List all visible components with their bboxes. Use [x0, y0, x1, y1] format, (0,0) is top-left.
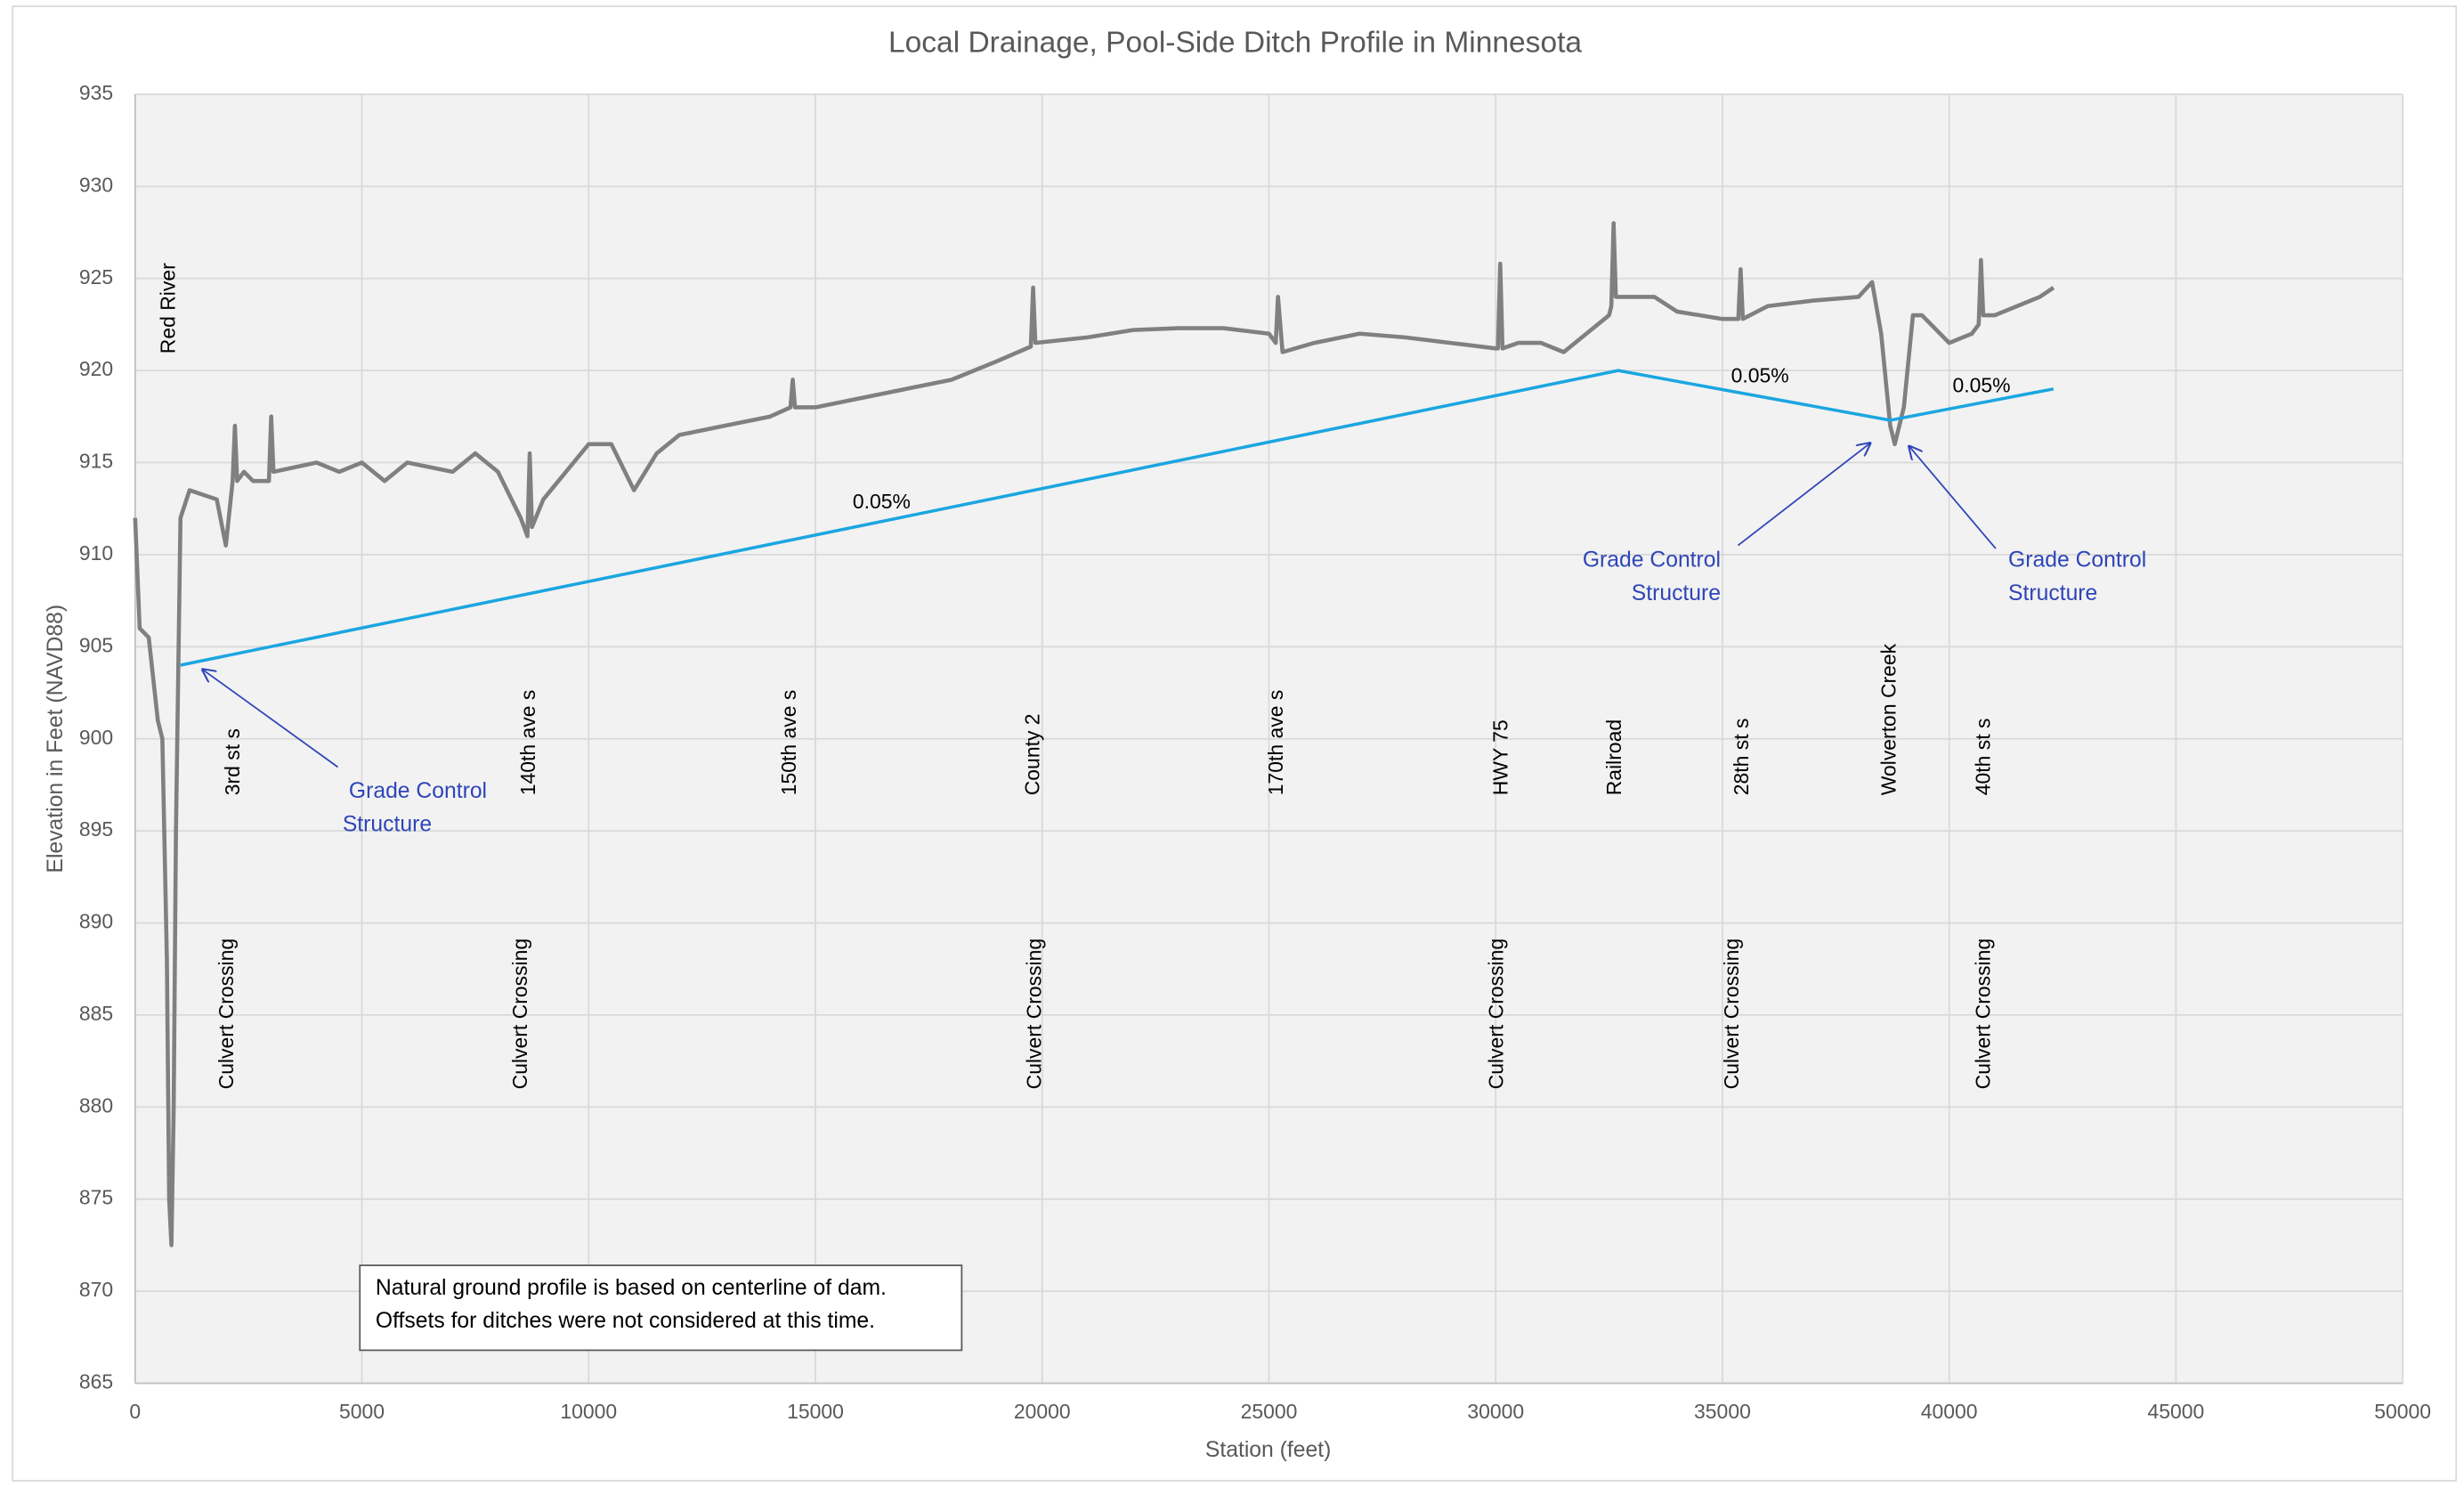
note-box: [359, 1264, 963, 1352]
y-tick-label: 910: [79, 541, 113, 565]
x-tick-label: 15000: [787, 1400, 844, 1423]
crossing-label: Culvert Crossing: [1022, 939, 1045, 1090]
note-text: Natural ground profile is based on cente…: [376, 1276, 887, 1300]
crossing-label: Culvert Crossing: [1484, 939, 1507, 1090]
y-tick-label: 865: [79, 1370, 113, 1394]
road-label: HWY 75: [1489, 719, 1512, 795]
x-tick-label: 0: [129, 1400, 141, 1423]
y-tick-label: 875: [79, 1186, 113, 1209]
river-label: Red River: [157, 263, 180, 353]
y-tick-label: 930: [79, 173, 113, 196]
road-label: 28th st s: [1730, 719, 1753, 796]
slope-label: 0.05%: [853, 490, 911, 513]
x-tick-label: 50000: [2374, 1400, 2431, 1423]
y-tick-label: 880: [79, 1093, 113, 1117]
crossing-label: Culvert Crossing: [215, 939, 238, 1090]
road-label: County 2: [1021, 713, 1044, 795]
y-tick-label: 915: [79, 450, 113, 473]
x-tick-label: 30000: [1467, 1400, 1524, 1423]
annotation-arrow: [1909, 446, 1997, 549]
x-tick-label: 45000: [2148, 1400, 2205, 1423]
x-tick-label: 40000: [1921, 1400, 1978, 1423]
grade-control-label: Grade Control: [349, 779, 487, 803]
x-tick-label: 10000: [560, 1400, 617, 1423]
y-tick-label: 935: [79, 81, 113, 104]
y-tick-label: 885: [79, 1002, 113, 1025]
crossing-label: Culvert Crossing: [1720, 939, 1743, 1090]
y-tick-label: 920: [79, 357, 113, 380]
x-axis-label: Station (feet): [1205, 1438, 1331, 1462]
x-tick-label: 25000: [1241, 1400, 1298, 1423]
chart-title: Local Drainage, Pool-Side Ditch Profile …: [888, 26, 1582, 59]
road-label: 150th ave s: [777, 690, 800, 796]
slope-label: 0.05%: [1953, 373, 2011, 396]
annotation-arrow: [203, 670, 339, 768]
road-label: 40th st s: [1972, 719, 1995, 796]
y-tick-label: 890: [79, 910, 113, 933]
x-tick-label: 35000: [1694, 1400, 1751, 1423]
y-tick-label: 895: [79, 817, 113, 841]
road-label: Wolverton Creek: [1877, 643, 1901, 795]
grade-control-label: Structure: [2008, 581, 2097, 605]
slope-label: 0.05%: [1731, 364, 1789, 387]
road-label: 3rd st s: [221, 728, 244, 795]
crossing-label: Culvert Crossing: [1972, 939, 1995, 1090]
x-tick-label: 5000: [339, 1400, 385, 1423]
y-axis-label: Elevation in Feet (NAVD88): [44, 605, 68, 874]
y-tick-label: 925: [79, 265, 113, 288]
series-line: [180, 369, 2055, 667]
y-tick-label: 900: [79, 726, 113, 749]
y-tick-label: 905: [79, 633, 113, 656]
road-label: 140th ave s: [516, 690, 539, 796]
grade-control-label: Grade Control: [1583, 548, 1721, 573]
note-text: Offsets for ditches were not considered …: [376, 1309, 875, 1333]
y-tick-label: 870: [79, 1278, 113, 1301]
crossing-label: Culvert Crossing: [508, 939, 531, 1090]
grade-control-label: Structure: [1632, 581, 1721, 605]
series-line: [133, 221, 2055, 1247]
grade-control-label: Structure: [343, 812, 432, 836]
x-tick-label: 20000: [1014, 1400, 1071, 1423]
grade-control-label: Grade Control: [2008, 548, 2146, 573]
road-label: Railroad: [1602, 719, 1625, 795]
annotation-arrow: [1737, 443, 1869, 547]
road-label: 170th ave s: [1264, 690, 1287, 796]
